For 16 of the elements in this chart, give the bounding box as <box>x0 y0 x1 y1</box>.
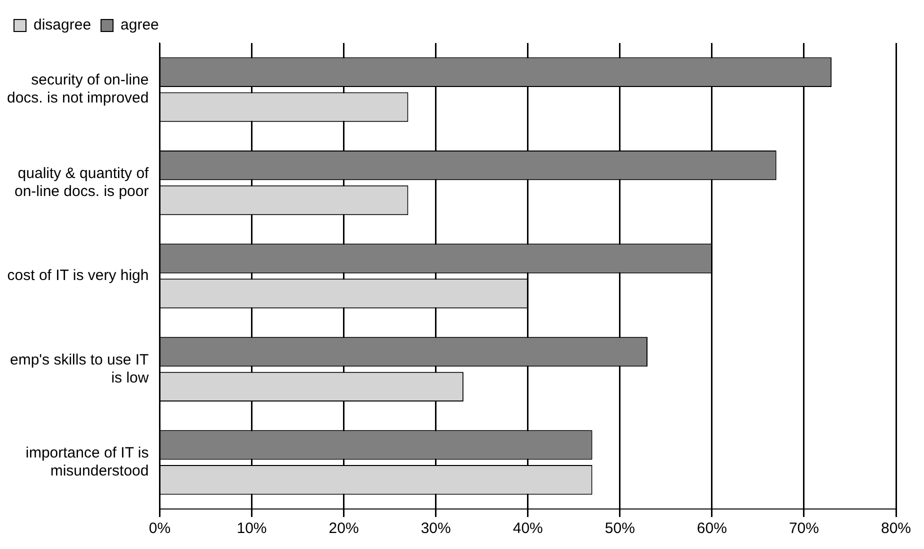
y-tick-label: cost of IT is very high <box>7 267 149 284</box>
y-tick-label: emp's skills to use IT is low <box>10 351 149 386</box>
legend-label: disagree <box>34 16 92 34</box>
x-tick-label: 80% <box>880 520 912 538</box>
y-tick-label: importance of IT is misunderstood <box>26 444 149 480</box>
x-tick-label: 30% <box>420 520 451 538</box>
x-tick-label: 40% <box>512 520 543 538</box>
x-tick-label: 70% <box>788 520 819 538</box>
legend-label: agree <box>120 16 159 34</box>
x-tick-label: 20% <box>328 520 359 538</box>
x-tick-label: 50% <box>604 520 635 538</box>
x-tick-label: 60% <box>696 520 727 538</box>
y-tick-label: security of on-line docs. is not improved <box>6 72 149 107</box>
x-tick-label: 10% <box>236 520 267 538</box>
y-tick-label: quality & quantity of on-line docs. is poor <box>14 164 150 200</box>
x-tick-label: 0% <box>148 520 171 538</box>
